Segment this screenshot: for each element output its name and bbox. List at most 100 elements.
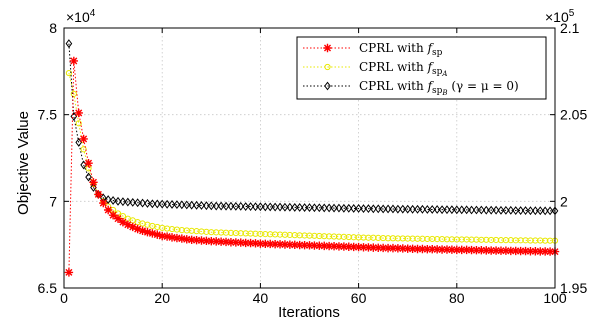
data-point [285,240,295,249]
data-point [236,238,245,247]
data-point [315,203,323,213]
data-point [418,244,427,254]
data-point [128,222,137,232]
data-point [90,183,97,192]
data-point [486,246,496,255]
data-point [335,203,343,213]
data-point [482,246,491,255]
data-point [69,56,79,66]
data-point [221,237,231,247]
data-point [212,237,221,246]
y-axis-label: Objective Value [15,111,32,215]
data-point [256,239,265,248]
data-point [296,202,304,212]
data-point [280,240,290,249]
data-point [197,236,206,245]
y2-tick-label: 2 [560,193,568,209]
data-point [458,205,466,215]
data-point [261,239,270,248]
data-point [216,237,226,246]
data-point [192,235,201,245]
data-point [340,203,348,213]
data-point [173,200,181,210]
data-point [350,204,358,213]
data-point [270,239,280,249]
x-tick-label: 80 [449,290,465,306]
y-tick-label: 7.5 [38,107,58,123]
data-point [133,224,142,234]
data-point [108,211,118,220]
x-tick-label: 40 [253,290,269,306]
data-point [360,204,367,214]
x-tick-label: 100 [543,290,567,306]
legend-marker [324,81,331,91]
data-point [266,239,275,249]
data-point [65,69,73,77]
data-point [103,205,113,215]
data-point [536,247,545,256]
data-point [178,200,186,210]
data-point [511,246,520,256]
data-point [276,202,284,212]
data-point [546,206,554,216]
data-point [477,246,486,255]
data-point [364,243,373,252]
x-axis-label: Iterations [278,304,340,320]
data-point [501,246,511,255]
data-point [409,204,416,214]
data-point [334,242,344,251]
data-point [198,201,205,210]
data-point [261,202,269,212]
data-point [80,146,87,153]
data-point [172,233,182,243]
data-point [226,238,236,247]
data-point [399,204,407,214]
data-point [329,242,339,251]
data-point [384,204,392,214]
data-point [383,243,393,253]
data-point [290,240,299,250]
data-point [241,238,250,248]
data-point [482,205,490,215]
data-point [354,242,363,252]
data-point [457,245,466,255]
data-point [502,205,510,215]
data-point [320,241,329,251]
data-point [468,205,475,215]
data-point [531,247,540,256]
data-point [545,247,555,256]
data-point [104,195,112,205]
data-point [442,245,452,254]
data-point [443,205,451,215]
data-point [129,197,137,207]
data-point [158,199,166,209]
data-point [182,235,191,244]
data-point [271,202,279,212]
data-point [232,201,240,211]
data-point [419,204,426,214]
data-point [487,205,495,215]
axis-ticks: 0 20 40 60 80 100 6.5 7 7.5 8 1.95 2 2.05 2.1 [38,20,588,306]
data-point [257,202,264,212]
legend-label: CPRL with fspB (γ = μ = 0) [359,79,519,97]
data-point [237,201,245,211]
data-point [433,205,441,214]
y2-tick-label: 1.95 [560,280,587,296]
data-point [164,225,171,232]
data-point [310,241,319,250]
data-point [134,198,141,208]
data-point [114,196,122,206]
y2-tick-label: 2.1 [560,20,580,36]
data-point [507,205,515,215]
series-0 [64,56,560,277]
data-point [275,240,285,249]
data-point [242,202,249,211]
data-point [438,205,446,215]
data-point [300,240,309,250]
data-point [167,233,177,242]
data-point [124,197,132,207]
data-point [187,235,196,245]
data-point [497,205,505,215]
data-point [138,226,147,235]
